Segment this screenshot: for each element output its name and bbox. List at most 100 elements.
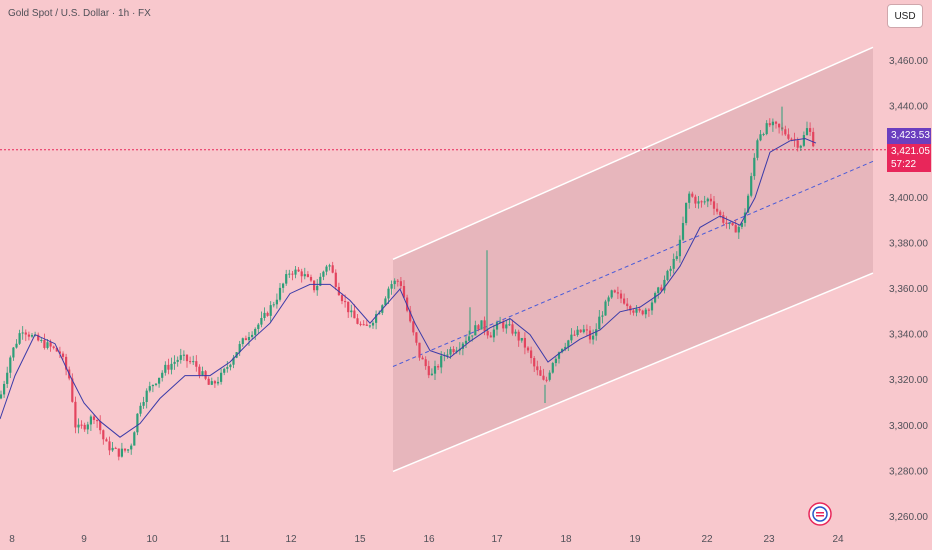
candle-down (331, 265, 334, 273)
tradingview-logo-icon[interactable] (808, 502, 832, 526)
candle-down (92, 416, 96, 420)
candle-down (365, 324, 368, 326)
candle-up (182, 354, 185, 356)
candle-up (737, 226, 740, 233)
x-tick-label: 18 (560, 534, 572, 545)
channel-fill (393, 47, 873, 472)
candle-up (226, 367, 229, 369)
candle-up (688, 193, 691, 203)
price-axis[interactable]: 3,460.003,440.003,420.003,400.003,380.00… (889, 56, 928, 523)
candle-up (375, 314, 378, 323)
candle-down (545, 379, 548, 381)
candle-down (619, 293, 623, 299)
candle-up (136, 413, 139, 433)
candle-up (548, 372, 551, 380)
candle-up (192, 361, 195, 363)
candle-down (784, 129, 787, 135)
candle-down (43, 339, 46, 348)
candle-up (505, 324, 508, 329)
candle-up (130, 445, 133, 450)
candle-up (294, 269, 297, 275)
candle-down (96, 419, 99, 422)
candle-down (74, 401, 77, 428)
candle-down (396, 280, 399, 282)
candle-down (774, 121, 778, 124)
candle-up (446, 354, 449, 356)
candle-down (626, 303, 629, 307)
candle-up (666, 270, 669, 280)
candle-down (716, 208, 719, 212)
candle-up (471, 335, 474, 337)
candle-down (585, 329, 588, 331)
candle-up (759, 134, 762, 141)
candle-down (526, 347, 530, 351)
candle-up (681, 222, 685, 240)
candle-down (340, 295, 344, 302)
candle-up (805, 128, 809, 136)
candle-up (40, 339, 43, 341)
candle-down (83, 424, 86, 430)
candle-up (601, 315, 604, 317)
candle-up (520, 337, 523, 341)
candle-up (6, 372, 9, 384)
candle-down (306, 274, 309, 277)
candle-up (669, 268, 672, 271)
candle-up (21, 332, 24, 334)
candle-up (384, 298, 387, 306)
candle-down (415, 332, 418, 343)
candle-down (542, 375, 545, 380)
candle-up (393, 280, 396, 285)
candle-up (799, 145, 802, 148)
candle-up (232, 357, 235, 365)
candle-down (52, 346, 55, 348)
last-price-value: 3,421.05 (891, 146, 930, 157)
candle-down (61, 353, 65, 357)
candle-up (223, 368, 226, 373)
candle-down (356, 318, 359, 324)
candle-up (148, 386, 151, 391)
candle-up (275, 299, 278, 305)
candle-up (387, 288, 390, 299)
candle-up (728, 222, 731, 224)
candle-up (461, 343, 464, 349)
y-tick-label: 3,320.00 (889, 375, 928, 386)
candle-down (297, 269, 300, 272)
candle-down (108, 441, 111, 451)
candle-down (399, 281, 402, 287)
candle-up (288, 273, 291, 275)
parallel-channel[interactable] (392, 46, 874, 473)
candle-down (632, 310, 635, 313)
candle-down (37, 334, 40, 341)
candle-up (12, 347, 15, 358)
candle-down (660, 287, 663, 291)
candle-down (812, 131, 815, 147)
candle-up (697, 201, 700, 204)
candle-down (353, 310, 356, 319)
candle-down (523, 337, 526, 348)
candle-up (499, 321, 502, 323)
candle-down (347, 301, 350, 313)
candle-up (685, 202, 688, 223)
candle-down (244, 338, 247, 341)
ma-price-tag: 3,423.53 (887, 128, 931, 144)
candle-down (452, 349, 455, 353)
candle-up (89, 416, 92, 425)
candle-up (464, 340, 468, 344)
candle-up (663, 279, 666, 291)
candle-up (474, 325, 477, 336)
time-axis[interactable]: 8 9 10 11 12 15 16 17 18 19 22 23 24 (9, 534, 844, 545)
candle-up (216, 381, 220, 384)
x-tick-label: 24 (832, 534, 844, 545)
y-tick-label: 3,380.00 (889, 238, 928, 249)
candle-up (607, 297, 610, 302)
candle-up (582, 329, 585, 333)
currency-button[interactable]: USD (887, 4, 923, 28)
candle-down (300, 271, 303, 277)
candle-up (449, 349, 452, 355)
candle-up (703, 201, 706, 203)
y-tick-label: 3,260.00 (889, 512, 928, 523)
candles (0, 106, 815, 461)
candle-up (133, 432, 136, 446)
candle-down (579, 329, 582, 333)
